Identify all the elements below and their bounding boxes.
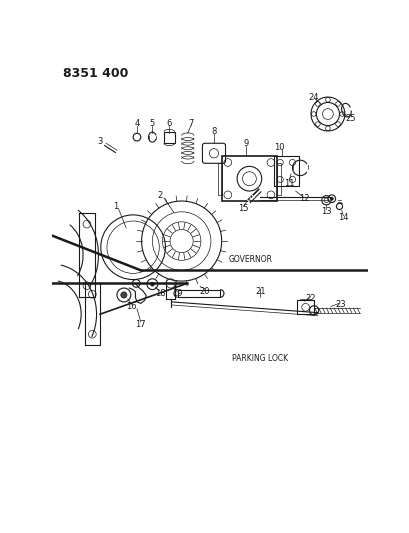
Text: 4: 4 [134,119,139,128]
Circle shape [329,197,333,200]
Text: 8351 400: 8351 400 [63,67,128,80]
Bar [221,156,276,201]
Text: 2: 2 [157,191,162,200]
Text: 7: 7 [188,119,193,128]
Text: 12: 12 [299,194,309,203]
Text: 11: 11 [283,179,294,188]
Text: PARKING LOCK: PARKING LOCK [231,354,288,364]
Text: 9: 9 [243,139,248,148]
Text: 17: 17 [135,320,146,329]
Bar [297,301,313,314]
Text: 1: 1 [112,202,118,211]
Text: 10: 10 [274,143,284,151]
Text: 20: 20 [199,287,209,296]
Bar [178,289,220,297]
Text: 24: 24 [308,93,319,102]
Text: GOVERNOR: GOVERNOR [228,255,272,264]
Bar [276,163,280,195]
Bar [217,163,221,195]
Text: 16: 16 [126,302,137,311]
Text: 8: 8 [211,127,216,136]
Text: 18: 18 [154,289,165,298]
Text: 19: 19 [171,289,182,298]
Circle shape [121,292,127,298]
Text: 6: 6 [166,119,172,128]
Text: 5: 5 [149,119,155,128]
Bar [273,156,298,185]
Circle shape [150,282,154,286]
Bar [164,132,174,143]
Text: 14: 14 [337,213,348,222]
Text: 13: 13 [320,206,331,215]
Text: 23: 23 [335,301,346,310]
Text: 15: 15 [237,204,248,213]
Text: 3: 3 [97,137,102,146]
Text: 22: 22 [304,294,315,303]
Text: 25: 25 [345,114,355,123]
Text: 21: 21 [254,287,265,296]
